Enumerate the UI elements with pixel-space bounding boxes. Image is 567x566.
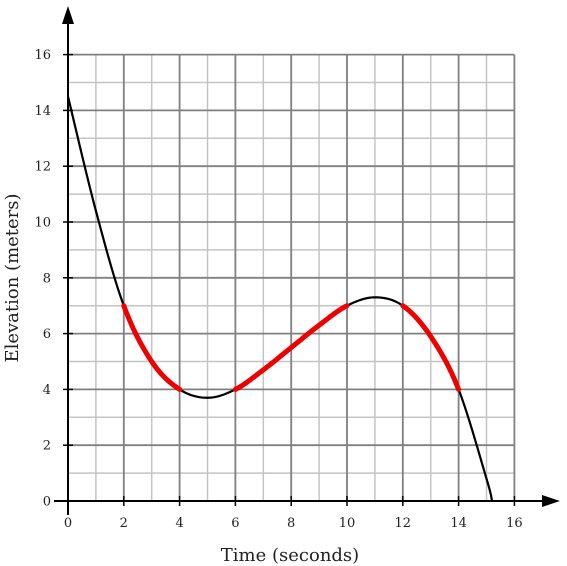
x-tick-label: 10 (339, 516, 356, 531)
x-tick-label: 6 (231, 516, 239, 531)
y-tick-label: 8 (43, 271, 51, 286)
x-tick-label: 14 (450, 516, 467, 531)
x-axis-arrow (542, 495, 560, 507)
highlighted-interval (400, 303, 462, 392)
x-axis-label: Time (seconds) (221, 545, 359, 566)
x-tick-label: 8 (287, 516, 295, 531)
y-tick-label: 16 (34, 48, 51, 63)
x-tick-label: 16 (506, 516, 523, 531)
highlighted-interval (232, 303, 350, 392)
x-tick-label: 4 (175, 516, 183, 531)
plot-curves (66, 96, 494, 502)
y-tick-label: 4 (43, 383, 51, 398)
axes (54, 6, 560, 515)
tick-labels: 0 2 4 6 8 10 12 14 16 0 2 4 6 8 10 12 14 16 (34, 48, 522, 531)
y-tick-label: 2 (43, 439, 51, 454)
x-tick-label: 12 (395, 516, 412, 531)
y-tick-label: 6 (43, 327, 51, 342)
y-axis-label: Elevation (meters) (2, 193, 23, 362)
highlighted-interval (121, 303, 183, 392)
major-grid (68, 53, 516, 501)
y-tick-label: 12 (34, 160, 51, 175)
y-axis-arrow (62, 6, 74, 24)
y-tick-label: 0 (43, 495, 51, 510)
y-tick-label: 10 (34, 216, 51, 231)
x-tick-label: 2 (120, 516, 128, 531)
y-tick-label: 14 (34, 104, 51, 119)
x-tick-label: 0 (64, 516, 72, 531)
elevation-curve (66, 96, 494, 502)
